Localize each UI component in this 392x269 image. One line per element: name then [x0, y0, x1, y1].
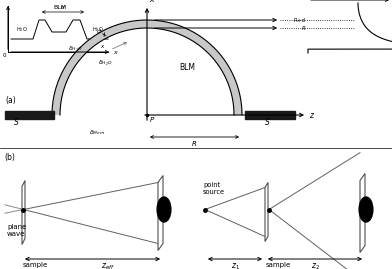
Text: z: z: [309, 111, 313, 121]
Ellipse shape: [365, 207, 367, 211]
Text: $\delta_{Mem}$: $\delta_{Mem}$: [89, 129, 105, 137]
Text: $\rho_e(x)$: $\rho_e(x)$: [7, 0, 23, 2]
Text: H$_2$O: H$_2$O: [92, 26, 104, 34]
Ellipse shape: [361, 200, 371, 219]
Text: $z_2$: $z_2$: [310, 262, 319, 269]
Text: BLM: BLM: [53, 5, 67, 10]
Text: sample: sample: [266, 262, 291, 268]
Text: S: S: [265, 118, 269, 127]
Bar: [245, 111, 295, 119]
Ellipse shape: [157, 197, 171, 222]
Text: d: d: [96, 29, 100, 34]
Ellipse shape: [159, 200, 169, 219]
Text: H$_2$O: H$_2$O: [16, 26, 28, 34]
Ellipse shape: [163, 207, 165, 211]
Text: P: P: [150, 117, 154, 123]
Text: S: S: [14, 118, 18, 127]
Text: (a): (a): [5, 96, 16, 105]
Text: x: x: [113, 51, 117, 55]
Text: x: x: [100, 44, 103, 49]
Text: $z_1$: $z_1$: [230, 262, 240, 269]
Ellipse shape: [359, 197, 373, 222]
Text: plane
wave: plane wave: [7, 225, 26, 238]
Text: $\delta_{H_2O}$: $\delta_{H_2O}$: [68, 44, 82, 54]
Text: d: d: [61, 5, 65, 10]
Polygon shape: [52, 20, 242, 115]
Text: $z_{eff}$: $z_{eff}$: [101, 262, 114, 269]
Text: R+d: R+d: [294, 17, 306, 23]
Text: point
source: point source: [203, 182, 225, 196]
Text: x: x: [149, 0, 154, 4]
Text: R: R: [192, 141, 197, 147]
Text: $\delta_{H_2O}$: $\delta_{H_2O}$: [98, 58, 112, 68]
Ellipse shape: [160, 203, 167, 216]
Text: R: R: [302, 27, 306, 31]
Ellipse shape: [363, 203, 370, 216]
Bar: [5, 111, 54, 119]
Text: 0: 0: [2, 53, 6, 58]
Text: BLM: BLM: [179, 63, 195, 72]
Ellipse shape: [364, 206, 368, 214]
Text: sample: sample: [23, 262, 48, 268]
Ellipse shape: [162, 206, 166, 214]
Text: (b): (b): [4, 153, 15, 162]
